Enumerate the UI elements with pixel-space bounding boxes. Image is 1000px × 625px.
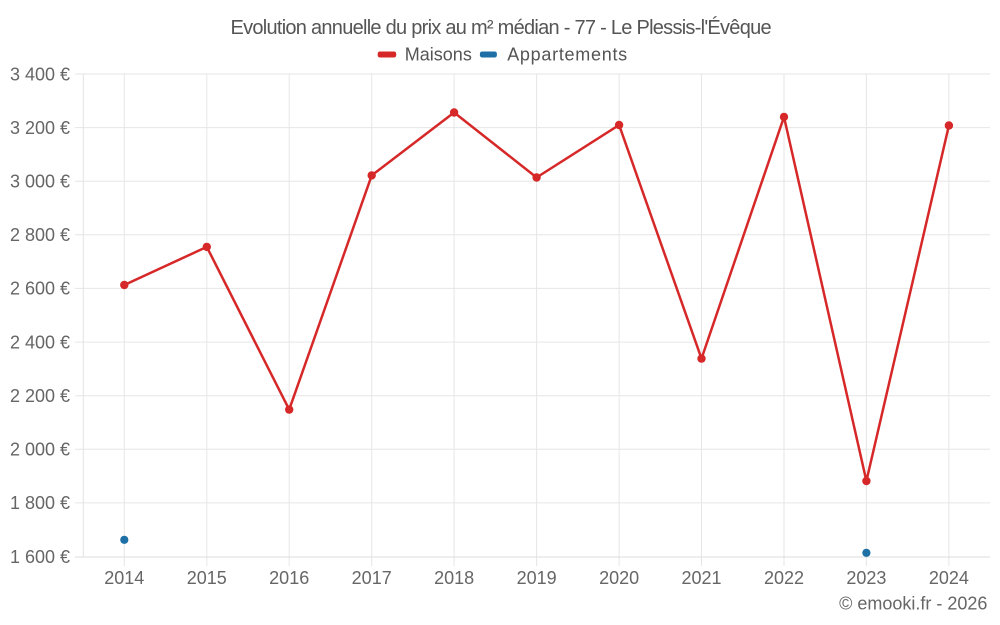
svg-text:2019: 2019 bbox=[517, 568, 557, 588]
svg-text:2 400 €: 2 400 € bbox=[10, 332, 70, 352]
svg-text:2017: 2017 bbox=[352, 568, 392, 588]
svg-text:2 200 €: 2 200 € bbox=[10, 386, 70, 406]
svg-text:2020: 2020 bbox=[599, 568, 639, 588]
svg-text:Evolution annuelle du prix au: Evolution annuelle du prix au m² médian … bbox=[230, 16, 771, 39]
svg-text:© emooki.fr - 2026: © emooki.fr - 2026 bbox=[839, 593, 987, 613]
svg-text:3 000 €: 3 000 € bbox=[10, 172, 70, 192]
svg-text:1 600 €: 1 600 € bbox=[10, 547, 70, 567]
svg-text:2018: 2018 bbox=[434, 568, 474, 588]
svg-text:2016: 2016 bbox=[269, 568, 309, 588]
svg-text:2023: 2023 bbox=[846, 568, 886, 588]
svg-text:3 200 €: 3 200 € bbox=[10, 118, 70, 138]
svg-text:2021: 2021 bbox=[681, 568, 721, 588]
svg-text:2015: 2015 bbox=[187, 568, 227, 588]
svg-text:3 400 €: 3 400 € bbox=[10, 64, 70, 84]
svg-text:2 800 €: 2 800 € bbox=[10, 225, 70, 245]
svg-text:2024: 2024 bbox=[929, 568, 969, 588]
svg-text:1 800 €: 1 800 € bbox=[10, 493, 70, 513]
svg-text:2014: 2014 bbox=[104, 568, 144, 588]
svg-text:Appartements: Appartements bbox=[507, 45, 628, 65]
svg-text:Maisons: Maisons bbox=[405, 45, 472, 65]
svg-text:2022: 2022 bbox=[764, 568, 804, 588]
svg-text:2 000 €: 2 000 € bbox=[10, 440, 70, 460]
svg-text:2 600 €: 2 600 € bbox=[10, 279, 70, 299]
